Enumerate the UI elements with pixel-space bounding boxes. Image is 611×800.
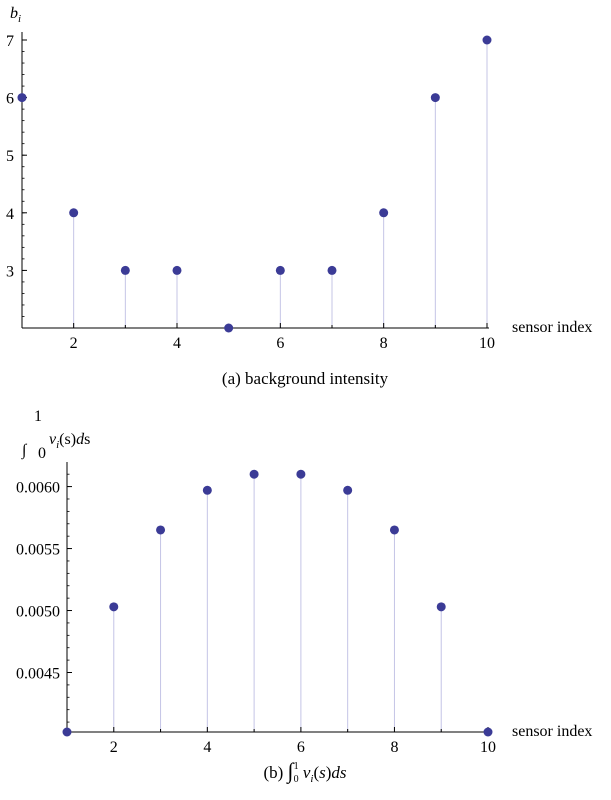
data-point [483,727,493,737]
data-point [482,35,492,45]
y-tick-label: 0.0050 [16,604,60,621]
y-ticks-group: 3 4 5 6 7 [6,33,27,329]
y-tick-label: 0.0045 [16,666,60,683]
y-tick-label: 7 [6,33,14,50]
caption-a: (a) background intensity [222,369,389,388]
x-tick-label: 10 [480,739,496,756]
data-point [69,208,79,218]
x-axis-label: sensor index [512,319,592,336]
data-point [172,265,182,275]
data-point [17,93,27,103]
data-point [109,602,119,612]
x-tick-label: 8 [380,335,388,352]
data-point [249,469,259,479]
integral-lower-limit: 0 [38,445,46,462]
y-tick-label: 0.0060 [16,480,60,497]
caption-b: (b) ∫1 0 νi(s)ds [263,758,346,785]
x-tick-label: 2 [110,739,118,756]
y-axis-label: bi [10,5,21,25]
points-group [17,35,492,333]
x-tick-label: 4 [203,739,211,756]
panel-background-intensity: 2 4 6 8 10 3 4 5 6 7 bi sensor index (a) backgro… [6,5,592,388]
y-tick-label: 5 [6,148,14,165]
integral-sign: ∫ [21,442,28,460]
y-ticks-group: 0.0045 0.0050 0.0055 0.0060 [16,473,72,723]
data-point [327,265,337,275]
x-tick-label: 6 [297,739,305,756]
data-point [120,265,130,275]
data-point [224,323,234,333]
x-axis-label: sensor index [512,723,592,740]
data-point [379,208,389,218]
data-point [156,525,166,535]
data-point [343,485,353,495]
x-tick-label: 8 [390,739,398,756]
data-point [389,525,399,535]
y-tick-label: 3 [6,263,14,280]
integrand-text: νi(s)ds [49,431,90,451]
y-tick-label: 6 [6,91,14,108]
x-ticks-group: 2 4 6 8 10 [66,727,496,756]
x-tick-label: 10 [479,335,495,352]
data-point [296,469,306,479]
data-point [430,93,440,103]
y-tick-label: 4 [6,206,14,223]
integral-upper-limit: 1 [34,408,42,425]
caption-b-text: (b) ∫1 0 νi(s)ds [263,758,346,785]
stems-group [113,474,442,732]
data-point [275,265,285,275]
x-tick-label: 6 [276,335,284,352]
y-axis-label: ∫ 1 0 νi(s)ds [21,408,90,462]
data-point [62,727,72,737]
stems-group [21,40,488,328]
data-point [202,485,212,495]
x-tick-label: 4 [173,335,181,352]
points-group [62,469,493,737]
x-ticks-group: 2 4 6 8 10 [21,323,495,352]
y-tick-label: 0.0055 [16,542,60,559]
data-point [436,602,446,612]
x-tick-label: 2 [70,335,78,352]
